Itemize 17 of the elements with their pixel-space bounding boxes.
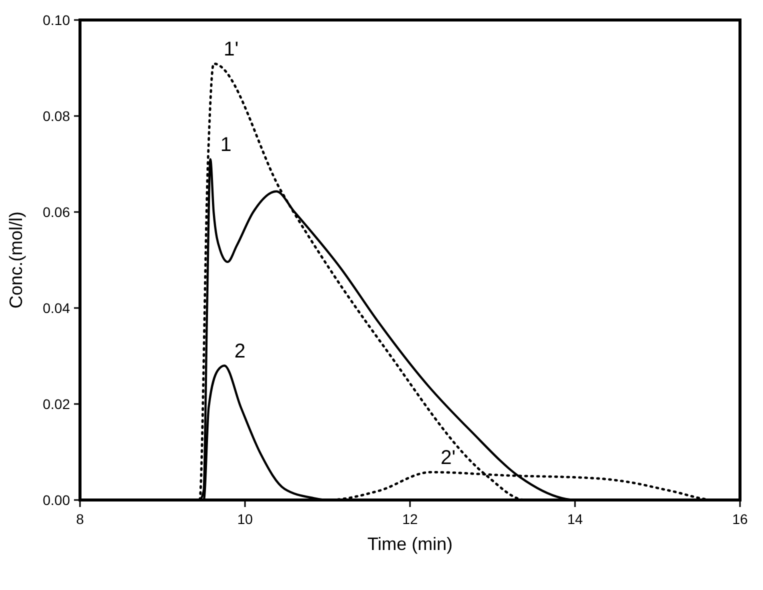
x-tick-label: 14 xyxy=(567,511,583,527)
series-label: 2 xyxy=(234,340,246,363)
y-axis-title: Conc.(mol/l) xyxy=(6,211,26,309)
series-label: 1 xyxy=(220,134,232,156)
series-label: 1' xyxy=(224,38,239,61)
y-tick-label: 0.10 xyxy=(42,12,70,28)
y-tick-label: 0.04 xyxy=(42,300,70,316)
y-tick-label: 0.08 xyxy=(42,108,70,124)
y-tick-label: 0.02 xyxy=(42,396,70,412)
x-tick-label: 8 xyxy=(76,511,84,527)
x-axis-title: Time (min) xyxy=(367,534,453,554)
y-tick-label: 0.00 xyxy=(42,492,70,508)
y-tick-label: 0.06 xyxy=(42,204,70,220)
x-tick-label: 12 xyxy=(402,511,418,527)
x-tick-label: 10 xyxy=(237,511,253,527)
series-label: 2' xyxy=(440,447,456,470)
x-tick-label: 16 xyxy=(732,511,748,527)
